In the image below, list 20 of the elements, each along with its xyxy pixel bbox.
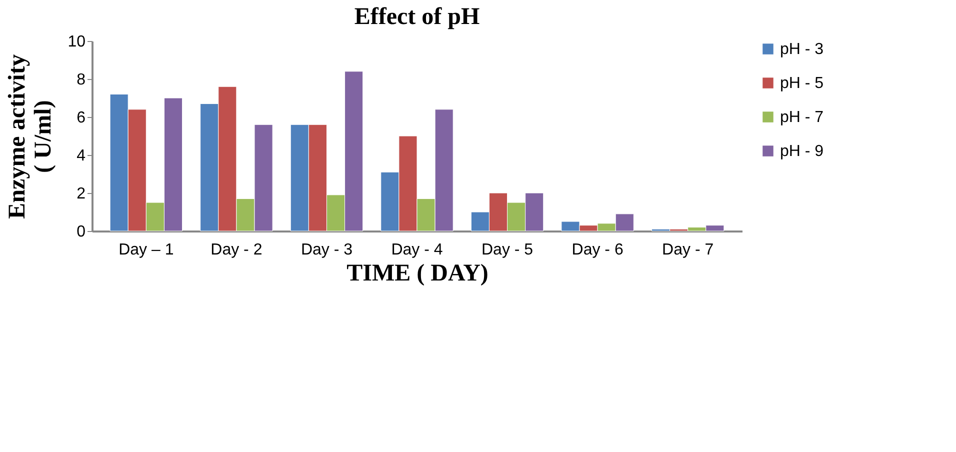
x-tick-label: Day - 7 [662,242,714,258]
y-tick-label: 0 [76,224,86,240]
y-axis-title: Enzyme activity ( U/ml) [4,54,57,219]
x-tick-label: Day – 1 [118,242,174,258]
x-tick-label: Day - 3 [300,242,353,258]
chart-title: Effect of pH [354,4,480,30]
x-tick-label: Day - 2 [210,242,262,258]
legend-label: pH - 3 [780,41,824,58]
y-tick-label: 6 [76,110,86,126]
y-tick-label: 2 [76,186,86,202]
x-tick-label: Day - 4 [391,242,443,258]
legend-label: pH - 9 [780,143,824,160]
legend-label: pH - 7 [780,109,824,126]
x-tick-label: Day - 5 [481,242,534,258]
legend-label: pH - 5 [780,75,824,92]
x-axis-title: TIME ( DAY) [346,260,488,286]
y-tick-label: 4 [76,148,86,164]
y-tick-label: 10 [68,34,86,50]
y-tick-label: 8 [76,72,86,88]
x-tick-label: Day - 6 [572,242,624,258]
